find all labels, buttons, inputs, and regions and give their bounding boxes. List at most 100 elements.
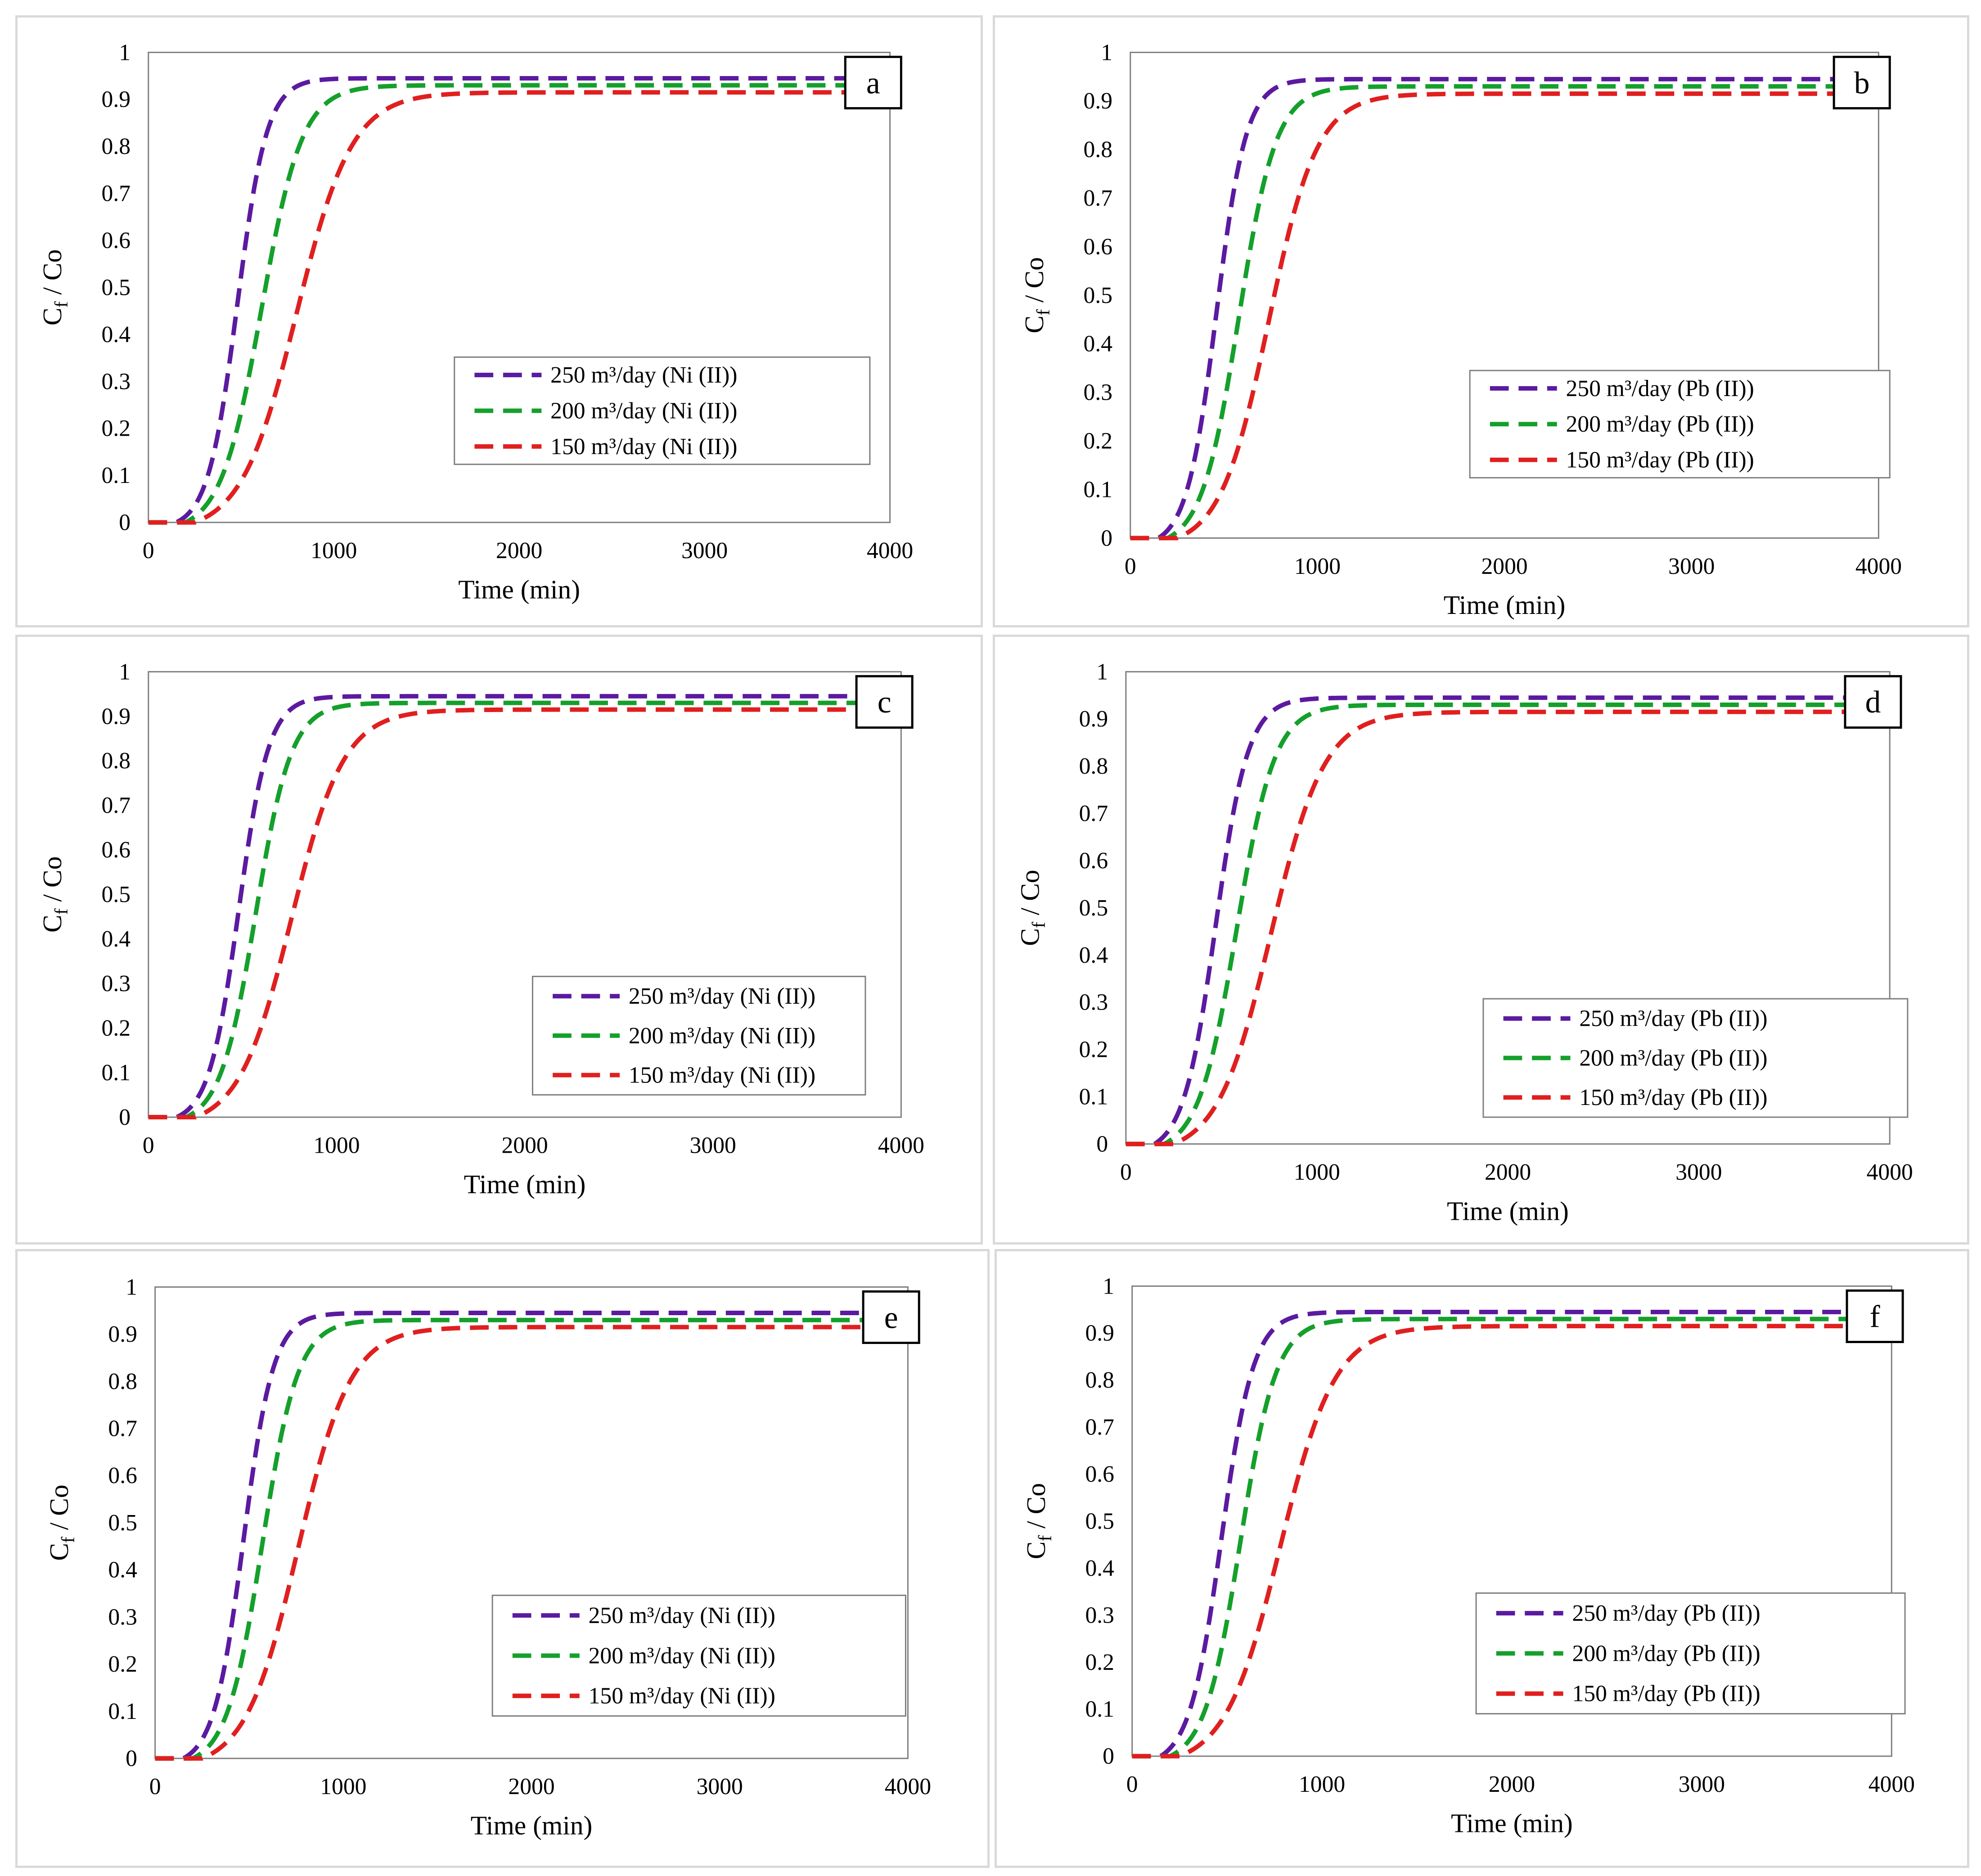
y-tick-label: 0.7 [1085,1415,1114,1440]
legend-label-2: 200 m³/day (Ni (II)) [589,1643,775,1669]
x-tick-label: 2000 [1485,1159,1531,1185]
legend-label-1: 250 m³/day (Ni (II)) [589,1603,775,1628]
plot-area [1131,1285,1892,1757]
y-tick-label: 0.2 [1084,428,1113,454]
legend-label-2: 200 m³/day (Ni (II)) [629,1023,815,1049]
y-tick-label: 0.6 [102,228,131,253]
y-tick-label: 0.4 [108,1557,137,1583]
y-tick-label: 0.4 [1079,943,1108,968]
y-axis-title: Cf / Co [1015,870,1049,946]
x-tick-label: 0 [143,1132,154,1158]
panel-label: e [884,1300,898,1335]
panel-label: f [1870,1299,1881,1334]
legend-label-2: 200 m³/day (Pb (II)) [1566,411,1754,437]
legend-label-3: 150 m³/day (Ni (II)) [550,434,737,460]
y-tick-label: 0.7 [102,181,131,207]
legend-label-2: 200 m³/day (Pb (II)) [1579,1045,1767,1071]
x-tick-label: 4000 [885,1774,931,1799]
y-tick-label: 0.4 [102,322,131,347]
legend-label-1: 250 m³/day (Pb (II)) [1566,376,1754,401]
x-tick-label: 4000 [867,538,913,564]
y-tick-label: 0 [119,510,131,536]
plot-area [148,671,902,1118]
y-tick-label: 0.3 [102,971,131,997]
panel-label-box [855,675,914,729]
legend-label-3: 150 m³/day (Pb (II)) [1579,1085,1767,1110]
y-tick-label: 0.7 [102,793,131,818]
x-tick-label: 3000 [690,1132,736,1158]
series-line-2 [148,700,892,1120]
series-line-1 [1130,77,1869,541]
legend-box [1482,998,1909,1118]
plot-area [1130,51,1879,539]
y-tick-label: 0.1 [1085,1696,1114,1722]
series-line-1 [155,1311,899,1761]
x-tick-label: 3000 [697,1774,743,1799]
y-tick-label: 0.8 [1085,1367,1114,1393]
y-axis-title: Cf / Co [37,857,72,933]
series-line-3 [1130,91,1869,541]
plot-area [1125,671,1891,1145]
y-tick-label: 0.5 [1085,1508,1114,1534]
x-axis-title: Time (min) [458,574,580,604]
y-tick-label: 0.9 [102,704,131,729]
legend-label-2: 200 m³/day (Pb (II)) [1572,1641,1760,1666]
series-line-3 [148,90,881,525]
x-tick-label: 3000 [1679,1772,1725,1797]
y-tick-label: 0.8 [102,748,131,774]
y-tick-label: 0.1 [108,1699,137,1724]
legend-label-3: 150 m³/day (Pb (II)) [1566,447,1754,473]
series-line-1 [1132,1309,1882,1759]
series-line-1 [148,694,892,1120]
y-tick-label: 1 [1103,1273,1114,1299]
y-tick-label: 0.5 [1084,283,1113,308]
y-tick-label: 0.3 [102,369,131,394]
x-tick-label: 4000 [1867,1159,1913,1185]
y-tick-label: 0 [1103,1744,1114,1769]
y-tick-label: 0.1 [102,463,131,488]
chart-svg-a: 0 0.1 0.2 0.3 0.4 0.5 0.6 0.7 0.8 0.9 1 0 1000 2000 30… [37,40,913,604]
chart-panel-e: 0 0.1 0.2 0.3 0.4 0.5 0.6 0.7 0.8 0.9 1 0 1000 2000 30… [15,1249,990,1868]
y-tick-label: 0 [1101,525,1112,551]
series-line-2 [155,1317,899,1761]
y-tick-label: 1 [119,40,131,65]
y-tick-label: 0.6 [1085,1461,1114,1487]
y-tick-label: 0.8 [108,1369,137,1394]
x-tick-label: 2000 [1489,1772,1535,1797]
y-axis-title: Cf / Co [44,1484,79,1560]
x-axis-title: Time (min) [1444,590,1566,620]
y-tick-label: 0.2 [102,416,131,442]
legend-label-1: 250 m³/day (Ni (II)) [629,983,815,1009]
y-tick-label: 1 [126,1274,137,1300]
panel-label-box [1846,1289,1904,1344]
legend-box [1469,370,1891,478]
x-tick-label: 1000 [1294,1159,1340,1185]
y-tick-label: 0 [1096,1131,1108,1157]
y-axis-title: Cf / Co [1021,1483,1056,1559]
series-line-1 [148,76,881,525]
y-tick-label: 0.8 [1079,753,1108,779]
x-tick-label: 4000 [1868,1772,1915,1797]
legend-label-1: 250 m³/day (Ni (II)) [550,362,737,388]
plot-area [154,1286,909,1759]
chart-svg-d: 0 0.1 0.2 0.3 0.4 0.5 0.6 0.7 0.8 0.9 1 0 1000 2000 30… [1015,659,1913,1226]
x-tick-label: 1000 [313,1132,360,1158]
x-tick-label: 0 [1126,1772,1138,1797]
series-line-2 [1132,1317,1882,1759]
y-tick-label: 0.7 [1084,185,1113,211]
y-tick-label: 0 [126,1746,137,1772]
chart-svg-c: 0 0.1 0.2 0.3 0.4 0.5 0.6 0.7 0.8 0.9 1 0 1000 2000 30… [37,659,924,1199]
x-tick-label: 0 [1120,1159,1132,1185]
y-tick-label: 0.9 [1084,88,1113,114]
series-line-1 [1126,695,1881,1146]
panel-label: d [1865,685,1881,720]
y-tick-label: 0.9 [1085,1321,1114,1346]
legend-label-3: 150 m³/day (Pb (II)) [1572,1681,1760,1707]
y-tick-label: 0.4 [1085,1556,1114,1581]
chart-panel-d: 0 0.1 0.2 0.3 0.4 0.5 0.6 0.7 0.8 0.9 1 0 1000 2000 30… [993,635,1969,1245]
x-tick-label: 1000 [1294,554,1341,579]
y-tick-label: 0.5 [1079,895,1108,921]
x-tick-label: 2000 [1481,554,1528,579]
x-tick-label: 3000 [681,538,728,564]
y-tick-label: 0.1 [1084,477,1113,502]
